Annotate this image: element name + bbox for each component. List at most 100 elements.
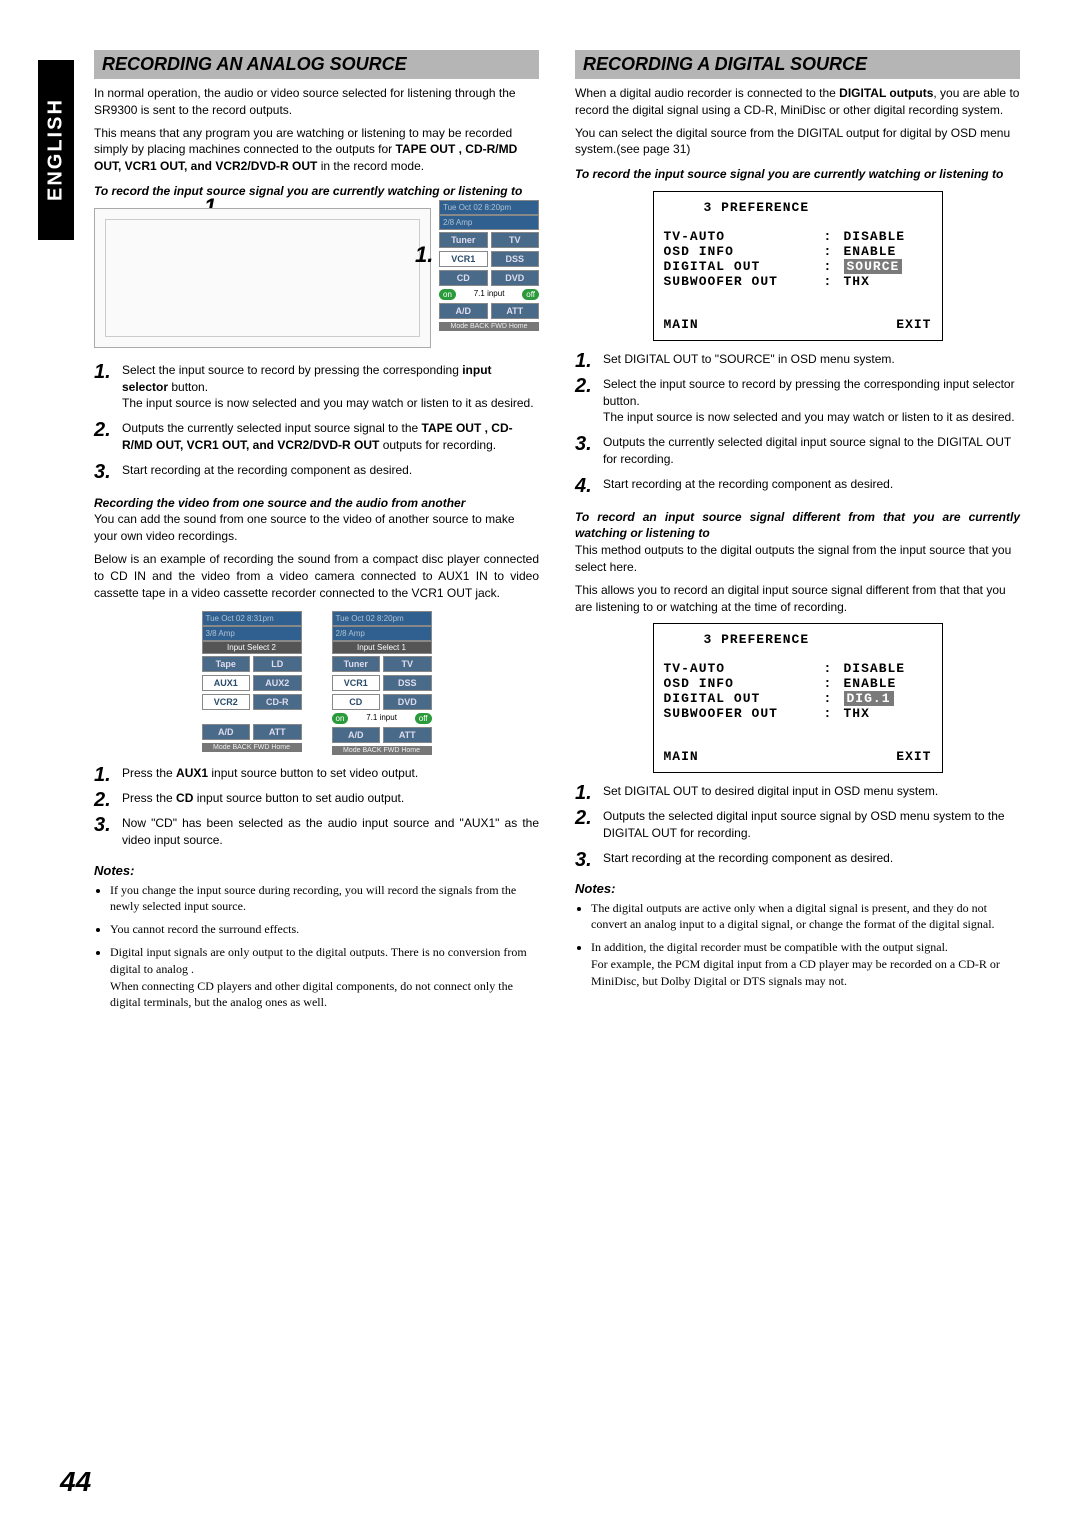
paragraph: This allows you to record an digital inp… <box>575 582 1020 616</box>
osd-head: Tue Oct 02 8:20pm <box>439 200 539 215</box>
pill: on <box>332 713 349 724</box>
osd-button: AUX1 <box>202 675 251 691</box>
pref-main: MAIN <box>664 317 699 332</box>
pref-label: TV-AUTO <box>664 661 824 676</box>
osd-button: LD <box>253 656 302 672</box>
text: in the record mode. <box>317 159 424 173</box>
osd-bar: Input Select 2 <box>202 641 302 654</box>
note-item: Digital input signals are only output to… <box>110 944 539 1011</box>
list-number: 2. <box>94 420 114 440</box>
osd-button: ATT <box>253 724 302 740</box>
list-number: 1. <box>94 765 114 785</box>
numbered-list: 1. Select the input source to record by p… <box>94 362 539 485</box>
numbered-list: 1. Set DIGITAL OUT to desired digital inp… <box>575 783 1020 872</box>
osd-label: 7.1 input <box>351 713 411 724</box>
osd-button: Tuner <box>439 232 488 248</box>
list-text: Now "CD" has been selected as the audio … <box>122 815 539 849</box>
osd-button: DSS <box>491 251 540 267</box>
list-number: 3. <box>575 434 595 454</box>
osd-button: AUX2 <box>253 675 302 691</box>
language-tab: ENGLISH <box>38 60 74 240</box>
list-text: Select the input source to record by pre… <box>122 362 539 412</box>
list-text: Set DIGITAL OUT to "SOURCE" in OSD menu … <box>603 351 895 368</box>
pref-value: THX <box>844 706 870 721</box>
subheading: To record an input source signal differe… <box>575 509 1020 543</box>
note-item: The digital outputs are active only when… <box>591 900 1020 934</box>
osd-head: 3/8 Amp <box>202 626 302 641</box>
intro-text: This means that any program you are watc… <box>94 125 539 175</box>
pref-label: TV-AUTO <box>664 229 824 244</box>
list-text: Outputs the selected digital input sourc… <box>603 808 1020 842</box>
note-item: If you change the input source during re… <box>110 882 539 916</box>
osd-label: 7.1 input <box>459 289 519 300</box>
osd-button: DVD <box>491 270 540 286</box>
section-title-left: RECORDING AN ANALOG SOURCE <box>94 50 539 79</box>
osd-button: VCR1 <box>332 675 381 691</box>
pref-exit: EXIT <box>896 317 931 332</box>
callout-number: 1. <box>415 242 433 268</box>
right-column: RECORDING A DIGITAL SOURCE When a digita… <box>575 50 1020 1017</box>
osd-foot: Mode BACK FWD Home <box>202 743 302 752</box>
osd-button: A/D <box>202 724 251 740</box>
notes-heading: Notes: <box>94 863 539 878</box>
osd-foot: Mode BACK FWD Home <box>439 322 539 331</box>
osd-head: 2/8 Amp <box>439 215 539 230</box>
page: RECORDING AN ANALOG SOURCE In normal ope… <box>0 0 1080 1057</box>
osd-head: Tue Oct 02 8:31pm <box>202 611 302 626</box>
list-number: 2. <box>575 376 595 396</box>
pref-value: SOURCE <box>844 259 903 274</box>
list-text: Press the AUX1 input source button to se… <box>122 765 418 782</box>
intro-text: You can select the digital source from t… <box>575 125 1020 159</box>
paragraph: Below is an example of recording the sou… <box>94 551 539 601</box>
pref-label: OSD INFO <box>664 676 824 691</box>
list-number: 2. <box>94 790 114 810</box>
pref-value: DISABLE <box>844 661 906 676</box>
list-number: 1. <box>94 362 114 382</box>
osd-button: ATT <box>491 303 540 319</box>
pref-main: MAIN <box>664 749 699 764</box>
pref-label: SUBWOOFER OUT <box>664 706 824 721</box>
osd-panel: Tue Oct 02 8:20pm 2/8 Amp TunerTV VCR1DS… <box>439 200 539 331</box>
pref-value: DIG.1 <box>844 691 894 706</box>
list-number: 1. <box>575 783 595 803</box>
diagram-row: 1. 1. Tue Oct 02 8:20pm 2/8 Amp TunerTV … <box>94 200 539 356</box>
notes-list: If you change the input source during re… <box>110 882 539 1012</box>
osd-button: CD-R <box>253 694 302 710</box>
pref-label: OSD INFO <box>664 244 824 259</box>
pref-title: 3 PREFERENCE <box>704 632 932 647</box>
list-text: Press the CD input source button to set … <box>122 790 404 807</box>
preference-box: 3 PREFERENCE TV-AUTO:DISABLE OSD INFO:EN… <box>653 191 943 341</box>
osd-bar: Input Select 1 <box>332 641 432 654</box>
list-number: 1. <box>575 351 595 371</box>
osd-button: TV <box>491 232 540 248</box>
list-text: Outputs the currently selected digital i… <box>603 434 1020 468</box>
osd-button: DSS <box>383 675 432 691</box>
osd-button: CD <box>439 270 488 286</box>
note-item: In addition, the digital recorder must b… <box>591 939 1020 989</box>
pref-title: 3 PREFERENCE <box>704 200 932 215</box>
pref-value: ENABLE <box>844 676 897 691</box>
subheading: To record the input source signal you ar… <box>94 183 539 200</box>
numbered-list: 1. Set DIGITAL OUT to "SOURCE" in OSD men… <box>575 351 1020 499</box>
list-number: 3. <box>94 462 114 482</box>
pill: on <box>439 289 456 300</box>
page-number: 44 <box>60 1466 91 1498</box>
pref-label: SUBWOOFER OUT <box>664 274 824 289</box>
preference-box: 3 PREFERENCE TV-AUTO:DISABLE OSD INFO:EN… <box>653 623 943 773</box>
list-number: 4. <box>575 476 595 496</box>
pill: off <box>415 713 432 724</box>
paragraph: This method outputs to the digital outpu… <box>575 542 1020 576</box>
intro-text: In normal operation, the audio or video … <box>94 85 539 119</box>
pref-value: DISABLE <box>844 229 906 244</box>
subheading: Recording the video from one source and … <box>94 495 539 512</box>
osd-panel: Tue Oct 02 8:20pm 2/8 Amp Input Select 1… <box>332 611 432 755</box>
list-number: 3. <box>94 815 114 835</box>
list-text: Start recording at the recording compone… <box>122 462 412 479</box>
list-text: Set DIGITAL OUT to desired digital input… <box>603 783 938 800</box>
osd-button: TV <box>383 656 432 672</box>
osd-button: CD <box>332 694 381 710</box>
list-number: 3. <box>575 850 595 870</box>
pill: off <box>522 289 539 300</box>
numbered-list: 1. Press the AUX1 input source button to … <box>94 765 539 854</box>
list-text: Outputs the currently selected input sou… <box>122 420 539 454</box>
